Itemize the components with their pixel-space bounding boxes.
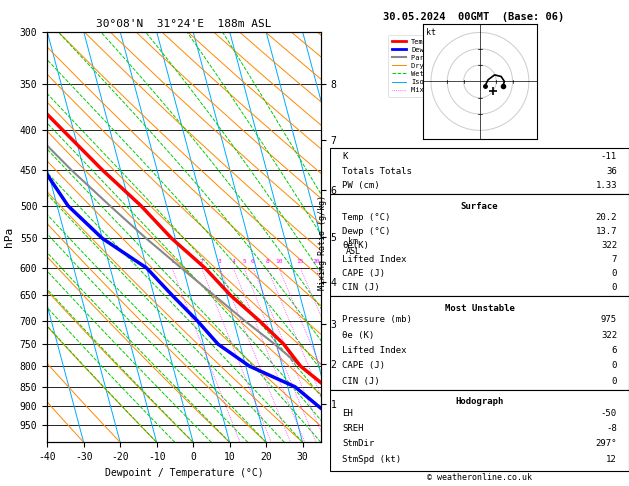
Bar [330,148,629,194]
Text: 2: 2 [199,259,203,264]
Text: 36: 36 [606,167,617,176]
Text: StmSpd (kt): StmSpd (kt) [342,455,401,464]
Text: 0: 0 [611,283,617,292]
Text: 297°: 297° [596,439,617,449]
Bar [330,296,629,390]
Text: Temp (°C): Temp (°C) [342,213,391,222]
Text: 0: 0 [611,377,617,385]
Text: 3: 3 [218,259,221,264]
Text: 322: 322 [601,330,617,340]
Text: Lifted Index: Lifted Index [342,346,407,355]
Text: Most Unstable: Most Unstable [445,304,515,313]
Text: -50: -50 [601,409,617,417]
X-axis label: Dewpoint / Temperature (°C): Dewpoint / Temperature (°C) [104,468,264,478]
Text: EH: EH [342,409,353,417]
Text: 10: 10 [275,259,282,264]
Text: Hodograph: Hodograph [455,397,504,406]
Text: 1LCL: 1LCL [330,411,347,417]
Text: -11: -11 [601,153,617,161]
Text: K: K [342,153,348,161]
Text: Lifted Index: Lifted Index [342,255,407,264]
Text: 6: 6 [611,346,617,355]
Text: 0: 0 [611,269,617,278]
Text: Totals Totals: Totals Totals [342,167,412,176]
Y-axis label: km
ASL: km ASL [345,237,360,256]
Bar [330,194,629,296]
Text: Mixing Ratio (g/kg): Mixing Ratio (g/kg) [318,195,327,291]
Text: 20: 20 [313,259,320,264]
Text: 975: 975 [601,315,617,324]
Text: 322: 322 [601,241,617,250]
Text: CIN (J): CIN (J) [342,283,380,292]
Text: 30.05.2024  00GMT  (Base: 06): 30.05.2024 00GMT (Base: 06) [383,12,564,22]
Bar [330,390,629,471]
Text: PW (cm): PW (cm) [342,181,380,190]
Text: kt: kt [426,28,437,37]
Text: 7: 7 [611,255,617,264]
Text: Pressure (mb): Pressure (mb) [342,315,412,324]
Text: 25: 25 [325,259,332,264]
Text: Dewp (°C): Dewp (°C) [342,227,391,236]
Text: Surface: Surface [461,202,498,211]
Text: θe (K): θe (K) [342,330,374,340]
Text: CIN (J): CIN (J) [342,377,380,385]
Text: 8: 8 [265,259,269,264]
Y-axis label: hPa: hPa [4,227,14,247]
Text: 4: 4 [231,259,235,264]
Text: 6: 6 [251,259,255,264]
Text: 0: 0 [611,361,617,370]
Text: -8: -8 [606,424,617,433]
Text: 1: 1 [170,259,174,264]
Text: 1.33: 1.33 [596,181,617,190]
Text: 13.7: 13.7 [596,227,617,236]
Text: 5: 5 [242,259,246,264]
Text: 15: 15 [297,259,304,264]
Text: θe(K): θe(K) [342,241,369,250]
Text: 12: 12 [606,455,617,464]
Text: © weatheronline.co.uk: © weatheronline.co.uk [427,473,532,482]
Legend: Temperature, Dewpoint, Parcel Trajectory, Dry Adiabat, Wet Adiabat, Isotherm, Mi: Temperature, Dewpoint, Parcel Trajectory… [388,35,487,97]
Text: CAPE (J): CAPE (J) [342,361,385,370]
Title: 30°08'N  31°24'E  188m ASL: 30°08'N 31°24'E 188m ASL [96,19,272,30]
Text: StmDir: StmDir [342,439,374,449]
Text: SREH: SREH [342,424,364,433]
Text: CAPE (J): CAPE (J) [342,269,385,278]
Text: 20.2: 20.2 [596,213,617,222]
